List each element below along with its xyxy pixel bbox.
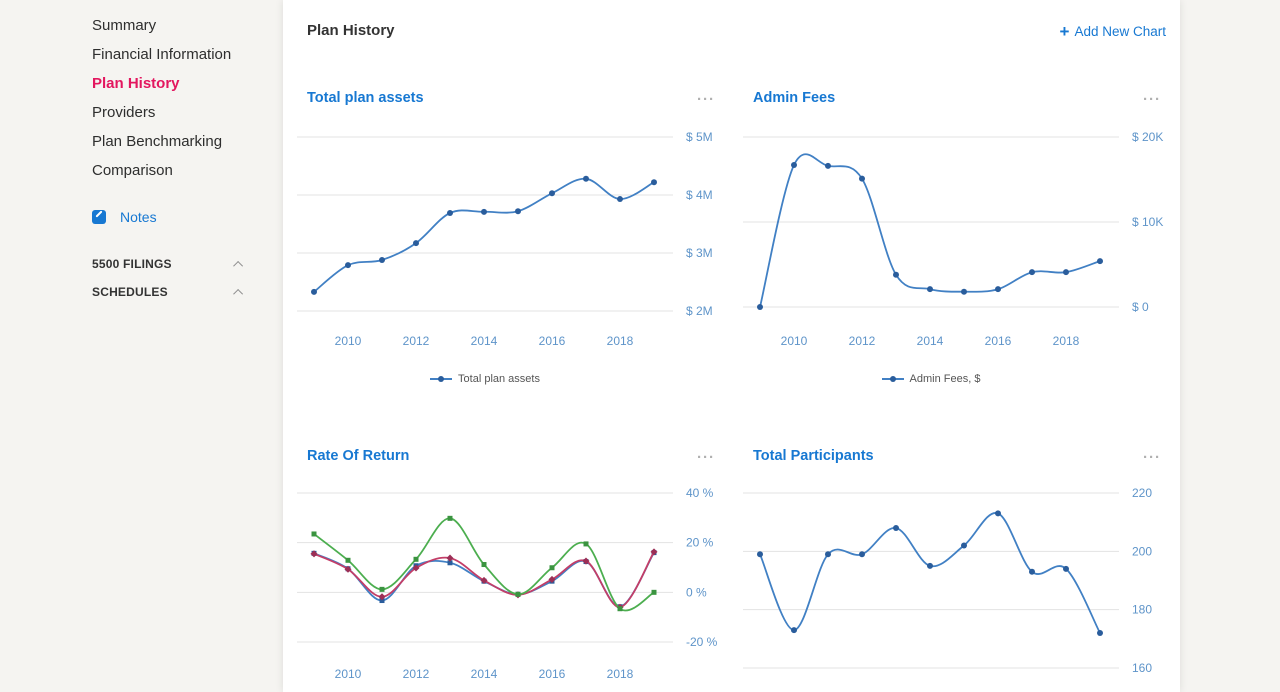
chart-menu-icon[interactable]: ··· <box>1143 91 1161 108</box>
svg-text:200: 200 <box>1132 544 1152 558</box>
sidebar-item-notes[interactable]: Notes <box>92 209 157 225</box>
svg-text:2012: 2012 <box>849 334 876 348</box>
rate-of-return-chart: 40 % 20 % 0 % -20 % 2010 2012 2014 2016 2018 <box>297 486 718 681</box>
svg-text:160: 160 <box>1132 661 1152 675</box>
svg-text:220: 220 <box>1132 486 1152 500</box>
sidebar-section-5500-filings[interactable]: 5500 FILINGS <box>92 257 244 271</box>
notes-label: Notes <box>120 209 157 225</box>
chart-card-total-participants: Total Participants ··· 220 200 180 160 <box>743 446 1169 692</box>
svg-text:2012: 2012 <box>403 334 430 348</box>
svg-text:2014: 2014 <box>471 334 498 348</box>
svg-text:2014: 2014 <box>471 667 498 681</box>
chart-menu-icon[interactable]: ··· <box>1143 449 1161 466</box>
chart-card-rate-of-return: Rate Of Return ··· 40 % 20 % 0 % -20 % 2010 2… <box>297 446 723 692</box>
sidebar-item-summary[interactable]: Summary <box>92 17 157 34</box>
svg-text:180: 180 <box>1132 603 1152 617</box>
svg-text:2012: 2012 <box>403 667 430 681</box>
chart-legend[interactable]: Admin Fees, $ <box>743 373 1119 385</box>
legend-line-marker <box>881 376 904 382</box>
sidebar-item-plan-history[interactable]: Plan History <box>92 75 180 92</box>
chart-card-total-plan-assets: Total plan assets ··· $ 5M $ 4M $ 3M $ 2M 20… <box>297 88 723 393</box>
svg-text:$ 2M: $ 2M <box>686 304 713 318</box>
svg-text:$ 0: $ 0 <box>1132 300 1149 314</box>
svg-text:2010: 2010 <box>335 667 362 681</box>
add-new-chart-button[interactable]: + Add New Chart <box>1059 22 1166 41</box>
svg-text:$ 4M: $ 4M <box>686 188 713 202</box>
chart-menu-icon[interactable]: ··· <box>697 91 715 108</box>
svg-text:20 %: 20 % <box>686 536 714 550</box>
svg-text:$ 10K: $ 10K <box>1132 215 1163 229</box>
sidebar-item-financial-information[interactable]: Financial Information <box>92 46 232 63</box>
svg-text:2010: 2010 <box>335 334 362 348</box>
total-plan-assets-chart: $ 5M $ 4M $ 3M $ 2M 2010 2012 2014 2016 2018 <box>297 130 713 348</box>
chart-title: Total Participants <box>753 448 874 464</box>
svg-text:$ 20K: $ 20K <box>1132 130 1163 144</box>
plus-icon: + <box>1059 22 1070 41</box>
sidebar-item-plan-benchmarking[interactable]: Plan Benchmarking <box>92 133 223 150</box>
sidebar: Summary Financial Information Plan Histo… <box>0 0 283 692</box>
sidebar-item-providers[interactable]: Providers <box>92 104 156 121</box>
svg-text:2018: 2018 <box>607 667 634 681</box>
chart-menu-icon[interactable]: ··· <box>697 449 715 466</box>
svg-text:2018: 2018 <box>607 334 634 348</box>
svg-text:$ 3M: $ 3M <box>686 246 713 260</box>
svg-text:2016: 2016 <box>539 667 566 681</box>
chevron-up-icon <box>233 288 244 299</box>
chart-title: Rate Of Return <box>307 448 410 464</box>
chart-title: Admin Fees <box>753 90 836 106</box>
chart-title: Total plan assets <box>307 90 424 106</box>
svg-text:2010: 2010 <box>781 334 808 348</box>
svg-text:$ 5M: $ 5M <box>686 130 713 144</box>
admin-fees-chart: $ 20K $ 10K $ 0 2010 2012 2014 2016 2018 <box>743 130 1163 348</box>
chart-card-admin-fees: Admin Fees ··· $ 20K $ 10K $ 0 2010 2012 2014… <box>743 88 1169 393</box>
sidebar-nav: Summary Financial Information Plan Histo… <box>92 11 231 185</box>
svg-text:0 %: 0 % <box>686 585 707 599</box>
svg-text:2016: 2016 <box>539 334 566 348</box>
svg-text:2018: 2018 <box>1053 334 1080 348</box>
chevron-up-icon <box>233 260 244 271</box>
sidebar-item-comparison[interactable]: Comparison <box>92 162 173 179</box>
svg-text:2016: 2016 <box>985 334 1012 348</box>
sidebar-section-schedules[interactable]: SCHEDULES <box>92 285 244 299</box>
plan-history-panel: Plan History + Add New Chart Total plan … <box>283 0 1180 692</box>
legend-line-marker <box>430 376 453 382</box>
total-participants-chart: 220 200 180 160 <box>743 486 1152 675</box>
svg-text:-20 %: -20 % <box>686 635 718 649</box>
chart-legend[interactable]: Total plan assets <box>297 373 673 385</box>
page-title: Plan History <box>307 22 395 39</box>
svg-text:2014: 2014 <box>917 334 944 348</box>
pencil-icon <box>92 210 106 224</box>
svg-text:40 %: 40 % <box>686 486 714 500</box>
